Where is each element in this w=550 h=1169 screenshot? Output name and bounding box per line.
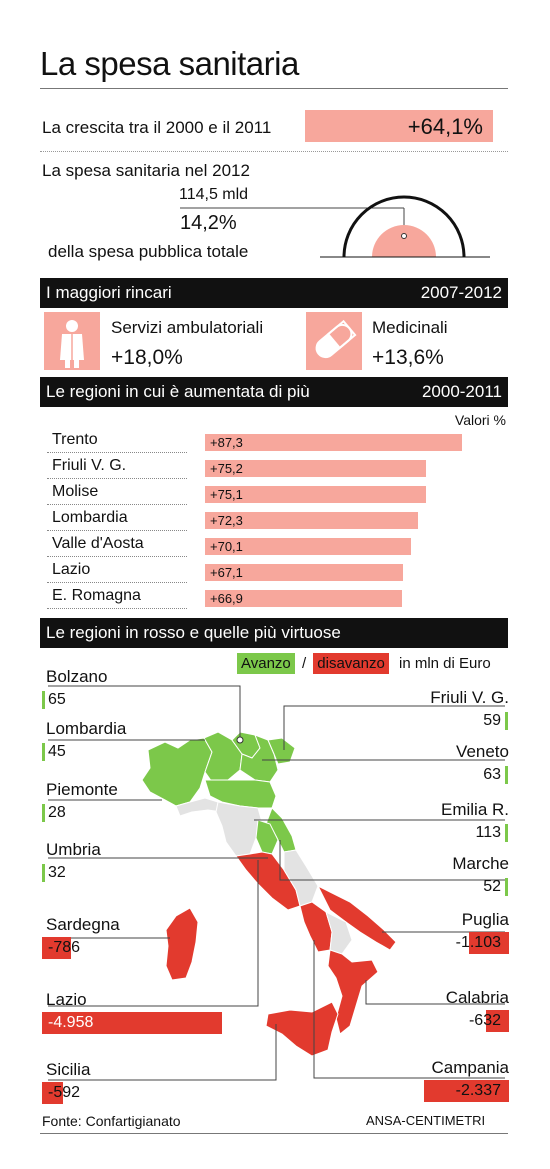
row-divider (47, 530, 187, 531)
section-rincari-period: 2007-2012 (420, 283, 502, 302)
bar-category-label: Lazio (52, 561, 91, 578)
row-divider (47, 608, 187, 609)
title-rule (40, 88, 508, 89)
bar: +75,1 (205, 486, 427, 503)
section-virtuose-header: Le regioni in rosso e quelle più virtuos… (40, 618, 508, 648)
pill-icon (306, 312, 362, 370)
gauge-share-fill (372, 225, 436, 257)
crescita-value: +64,1% (407, 114, 483, 139)
bar: +70,1 (205, 538, 412, 555)
row-divider (47, 452, 187, 453)
section-aumentate-header: Le regioni in cui è aumentata di più 200… (40, 377, 508, 407)
bar-value-label: +75,2 (210, 461, 243, 476)
spesa2012-label: La spesa sanitaria nel 2012 (42, 161, 250, 180)
bar-category-label: Trento (52, 431, 98, 448)
map-sicilia (265, 1001, 339, 1057)
crescita-label: La crescita tra il 2000 e il 2011 (42, 118, 272, 137)
rincari-item-1-value: +18,0% (111, 346, 183, 369)
bar-value-label: +87,3 (210, 435, 243, 450)
spesa2012-percent: 14,2% (180, 212, 237, 234)
bar: +72,3 (205, 512, 418, 529)
leader-bolzano (48, 685, 241, 738)
italy-map (48, 685, 505, 1081)
map-piemonte (141, 737, 213, 807)
spesa2012-amount: 114,5 mld (179, 186, 249, 203)
leader-campania (313, 940, 505, 1079)
map-friuli (267, 737, 296, 765)
legend-disavanzo: disavanzo (313, 653, 389, 674)
bar-category-label: Friuli V. G. (52, 457, 127, 474)
bar-category-label: Valle d'Aosta (52, 535, 144, 552)
spesa2012-percent-label: della spesa pubblica totale (48, 242, 249, 261)
row-divider (47, 478, 187, 479)
footer-source: Fonte: Confartigianato (42, 1113, 181, 1129)
leader-calabria (365, 980, 505, 1005)
gauge-dot (401, 233, 407, 239)
bar-value-label: +75,1 (210, 487, 243, 502)
section-rincari-title: I maggiori rincari (46, 283, 172, 302)
marker-bolzano (236, 736, 244, 744)
bar: +87,3 (205, 434, 462, 451)
dotted-divider (40, 151, 508, 152)
leader-sicilia (48, 1024, 277, 1081)
rincari-item-2-value: +13,6% (372, 346, 444, 369)
leader-marche (279, 840, 505, 881)
map-campania (299, 901, 333, 953)
section-rincari-header: I maggiori rincari 2007-2012 (40, 278, 508, 308)
legend-unit: in mln di Euro (399, 655, 491, 672)
crescita-box: +64,1% (305, 110, 493, 142)
virtuose-legend: Avanzo / disavanzo in mln di Euro (237, 653, 491, 677)
spesa-gauge (180, 195, 490, 258)
bar: +75,2 (205, 460, 427, 477)
leader-lazio (48, 860, 259, 1007)
doctor-icon (44, 312, 100, 370)
page-title: La spesa sanitaria (40, 45, 299, 82)
map-sardegna (165, 907, 199, 981)
gauge-arc (342, 195, 466, 258)
bar-value-label: +66,9 (210, 591, 243, 606)
footer-credit: ANSA-CENTIMETRI (366, 1113, 486, 1128)
map-calabria (327, 949, 379, 1035)
map-puglia (316, 884, 397, 951)
bar-category-label: Molise (52, 483, 99, 500)
row-divider (47, 504, 187, 505)
row-divider (47, 556, 187, 557)
section-aumentate-period: 2000-2011 (421, 382, 502, 401)
rincari-item-1-label: Servizi ambulatoriali (111, 318, 264, 337)
section-virtuose-title: Le regioni in rosso e quelle più virtuos… (46, 623, 341, 642)
bar-category-label: E. Romagna (52, 587, 141, 604)
bar-value-label: +72,3 (210, 513, 243, 528)
legend-avanzo: Avanzo (237, 653, 295, 674)
leader-friuli (283, 705, 505, 750)
bar-category-label: Lombardia (52, 509, 128, 526)
row-divider (47, 582, 187, 583)
bar-value-label: +70,1 (210, 539, 243, 554)
bar-value-label: +67,1 (210, 565, 243, 580)
section-aumentate-title: Le regioni in cui è aumentata di più (46, 382, 310, 401)
footer-rule (40, 1133, 508, 1134)
map-lombardia (203, 731, 243, 783)
bar: +67,1 (205, 564, 403, 581)
aumentate-unit-label: Valori % (454, 412, 506, 428)
regioni-aumentate-chart: Trento +87,3 Friuli V. G. +75,2 Molise +75,1 L… (0, 430, 550, 610)
bar: +66,9 (205, 590, 402, 607)
map-toscana (215, 801, 263, 857)
rincari-item-2-label: Medicinali (372, 318, 448, 337)
legend-separator: / (301, 655, 307, 672)
